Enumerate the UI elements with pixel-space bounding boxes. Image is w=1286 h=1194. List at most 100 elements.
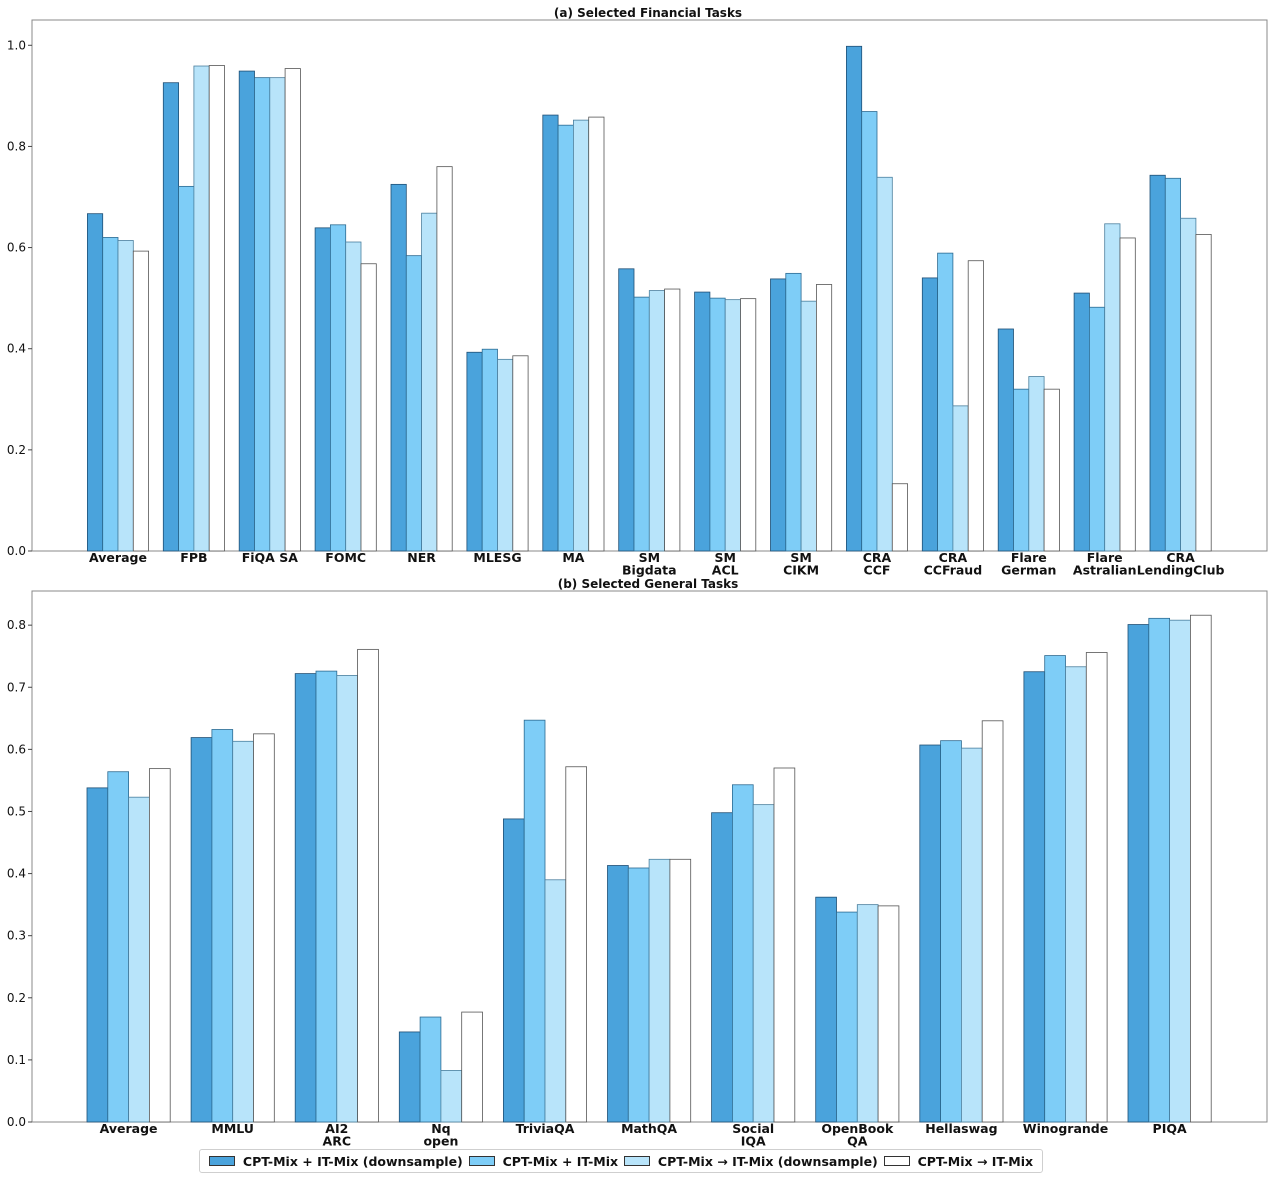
- bar: [648, 858, 671, 1123]
- chart-title: (a) Selected Financial Tasks: [554, 6, 742, 20]
- x-tick-label: ARC: [323, 1134, 351, 1149]
- bar: [836, 911, 858, 1123]
- bar: [1013, 388, 1030, 552]
- bar: [740, 298, 757, 552]
- x-tick-label: SM: [714, 550, 735, 565]
- x-tick-label: TriviaQA: [516, 1121, 575, 1136]
- bar: [1148, 617, 1171, 1123]
- bar: [732, 784, 754, 1123]
- x-tick-label: QA: [847, 1134, 868, 1149]
- bar: [961, 747, 983, 1123]
- bar: [618, 268, 635, 552]
- bar: [419, 1016, 442, 1123]
- bar: [390, 183, 407, 552]
- y-tick-label: 0.4: [7, 342, 26, 356]
- bar: [193, 65, 210, 552]
- x-tick-label: PIQA: [1153, 1121, 1187, 1136]
- bar: [997, 328, 1014, 552]
- bar: [190, 737, 213, 1123]
- bar: [436, 166, 453, 552]
- x-tick-label: NER: [407, 550, 436, 565]
- x-tick-label: MMLU: [211, 1121, 254, 1136]
- x-tick-label: FPB: [180, 550, 207, 565]
- bar: [952, 405, 969, 552]
- bar: [664, 288, 681, 552]
- bar: [461, 1011, 483, 1123]
- x-tick-label: SM: [790, 550, 811, 565]
- bar: [981, 720, 1004, 1123]
- bar: [345, 241, 362, 552]
- bar: [1044, 655, 1066, 1123]
- x-tick-label: Nq: [431, 1121, 450, 1136]
- x-tick-label: OpenBook: [821, 1121, 894, 1136]
- y-tick-label: 0.6: [7, 742, 26, 756]
- bar: [360, 263, 377, 552]
- bar: [891, 483, 908, 552]
- bar: [940, 740, 962, 1123]
- x-tick-label: Average: [100, 1121, 158, 1136]
- bar: [178, 185, 195, 552]
- bar: [440, 1070, 463, 1123]
- bar: [357, 648, 379, 1123]
- bar: [466, 351, 483, 552]
- y-tick-label: 0.0: [7, 1115, 26, 1129]
- legend-label: CPT-Mix + IT-Mix: [502, 1153, 619, 1169]
- bar: [1127, 624, 1150, 1123]
- bar: [128, 796, 150, 1123]
- bar: [284, 68, 301, 552]
- bar: [1149, 174, 1166, 552]
- bar: [588, 116, 605, 552]
- x-tick-label: Winogrande: [1023, 1121, 1108, 1136]
- bar: [1043, 388, 1060, 552]
- bar: [1180, 217, 1197, 552]
- x-tick-label: Astralian: [1073, 563, 1137, 578]
- legend-item: CPT-Mix + IT-Mix (downsample): [208, 1153, 463, 1169]
- bar: [800, 300, 817, 552]
- bar: [861, 111, 878, 552]
- x-tick-label: LendingClub: [1137, 563, 1225, 578]
- bar: [86, 787, 109, 1123]
- x-tick-label: German: [1001, 563, 1056, 578]
- x-tick-label: Average: [89, 550, 147, 565]
- legend-item: CPT-Mix → IT-Mix: [883, 1154, 1033, 1169]
- chart-legend: CPT-Mix + IT-Mix (downsample) CPT-Mix + …: [199, 1149, 1043, 1173]
- bar: [607, 865, 629, 1123]
- bar: [132, 250, 150, 552]
- bar: [238, 70, 255, 552]
- bar: [502, 818, 525, 1123]
- y-tick-label: 0.7: [7, 680, 26, 694]
- bar: [1190, 614, 1212, 1123]
- x-tick-label: IQA: [741, 1134, 766, 1149]
- y-tick-label: 0.6: [7, 241, 26, 255]
- bar: [633, 296, 650, 552]
- bar: [1085, 652, 1108, 1123]
- y-tick-label: 0.2: [7, 991, 26, 1005]
- bar: [107, 771, 130, 1123]
- legend-swatch: [208, 1156, 235, 1166]
- x-tick-label: MA: [562, 550, 584, 565]
- general-tasks-chart: (b) Selected General Tasks 0.0 0.1 0.2 0.3 0…: [7, 577, 1268, 1149]
- y-tick-label: 1.0: [7, 38, 26, 52]
- y-tick-label: 0.5: [7, 804, 26, 818]
- bar: [816, 284, 833, 552]
- bar: [542, 114, 559, 552]
- bar: [694, 291, 711, 552]
- x-tick-label: Social: [732, 1121, 774, 1136]
- bar: [711, 812, 733, 1123]
- bar: [877, 905, 900, 1123]
- bar: [544, 879, 567, 1123]
- legend-label: CPT-Mix + IT-Mix (downsample): [242, 1153, 463, 1169]
- y-tick-label: 0.2: [7, 443, 26, 457]
- x-tick-label: MLESG: [473, 550, 521, 565]
- x-tick-label: CRA: [863, 550, 892, 565]
- bar: [1164, 177, 1182, 552]
- bar: [724, 299, 741, 552]
- bar: [481, 348, 498, 552]
- bar: [405, 255, 422, 552]
- bar: [565, 766, 587, 1123]
- bar: [314, 227, 331, 552]
- x-tick-label: CIKM: [783, 563, 819, 578]
- x-tick-label: CCFraud: [924, 563, 983, 578]
- bar: [1089, 306, 1106, 552]
